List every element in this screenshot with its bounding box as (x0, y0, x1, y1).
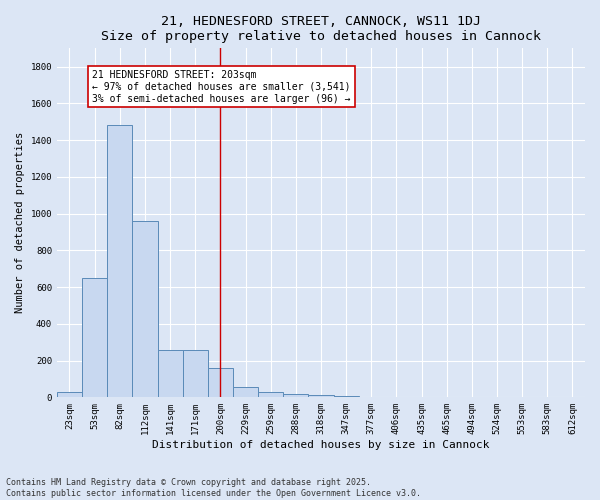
Bar (308, 396, 334, 398)
Bar (233, 387, 258, 398)
Bar (182, 350, 208, 398)
Bar (57, 392, 82, 398)
Y-axis label: Number of detached properties: Number of detached properties (15, 132, 25, 314)
X-axis label: Distribution of detached houses by size in Cannock: Distribution of detached houses by size … (152, 440, 490, 450)
Bar (133, 221, 158, 398)
Bar (359, 397, 384, 398)
Bar (334, 396, 359, 398)
Bar (208, 368, 233, 398)
Text: Contains HM Land Registry data © Crown copyright and database right 2025.
Contai: Contains HM Land Registry data © Crown c… (6, 478, 421, 498)
Bar (258, 392, 283, 398)
Bar (283, 394, 308, 398)
Bar (158, 350, 182, 398)
Title: 21, HEDNESFORD STREET, CANNOCK, WS11 1DJ
Size of property relative to detached h: 21, HEDNESFORD STREET, CANNOCK, WS11 1DJ… (101, 15, 541, 43)
Text: 21 HEDNESFORD STREET: 203sqm
← 97% of detached houses are smaller (3,541)
3% of : 21 HEDNESFORD STREET: 203sqm ← 97% of de… (92, 70, 350, 104)
Bar (82, 278, 107, 398)
Bar (107, 126, 133, 398)
